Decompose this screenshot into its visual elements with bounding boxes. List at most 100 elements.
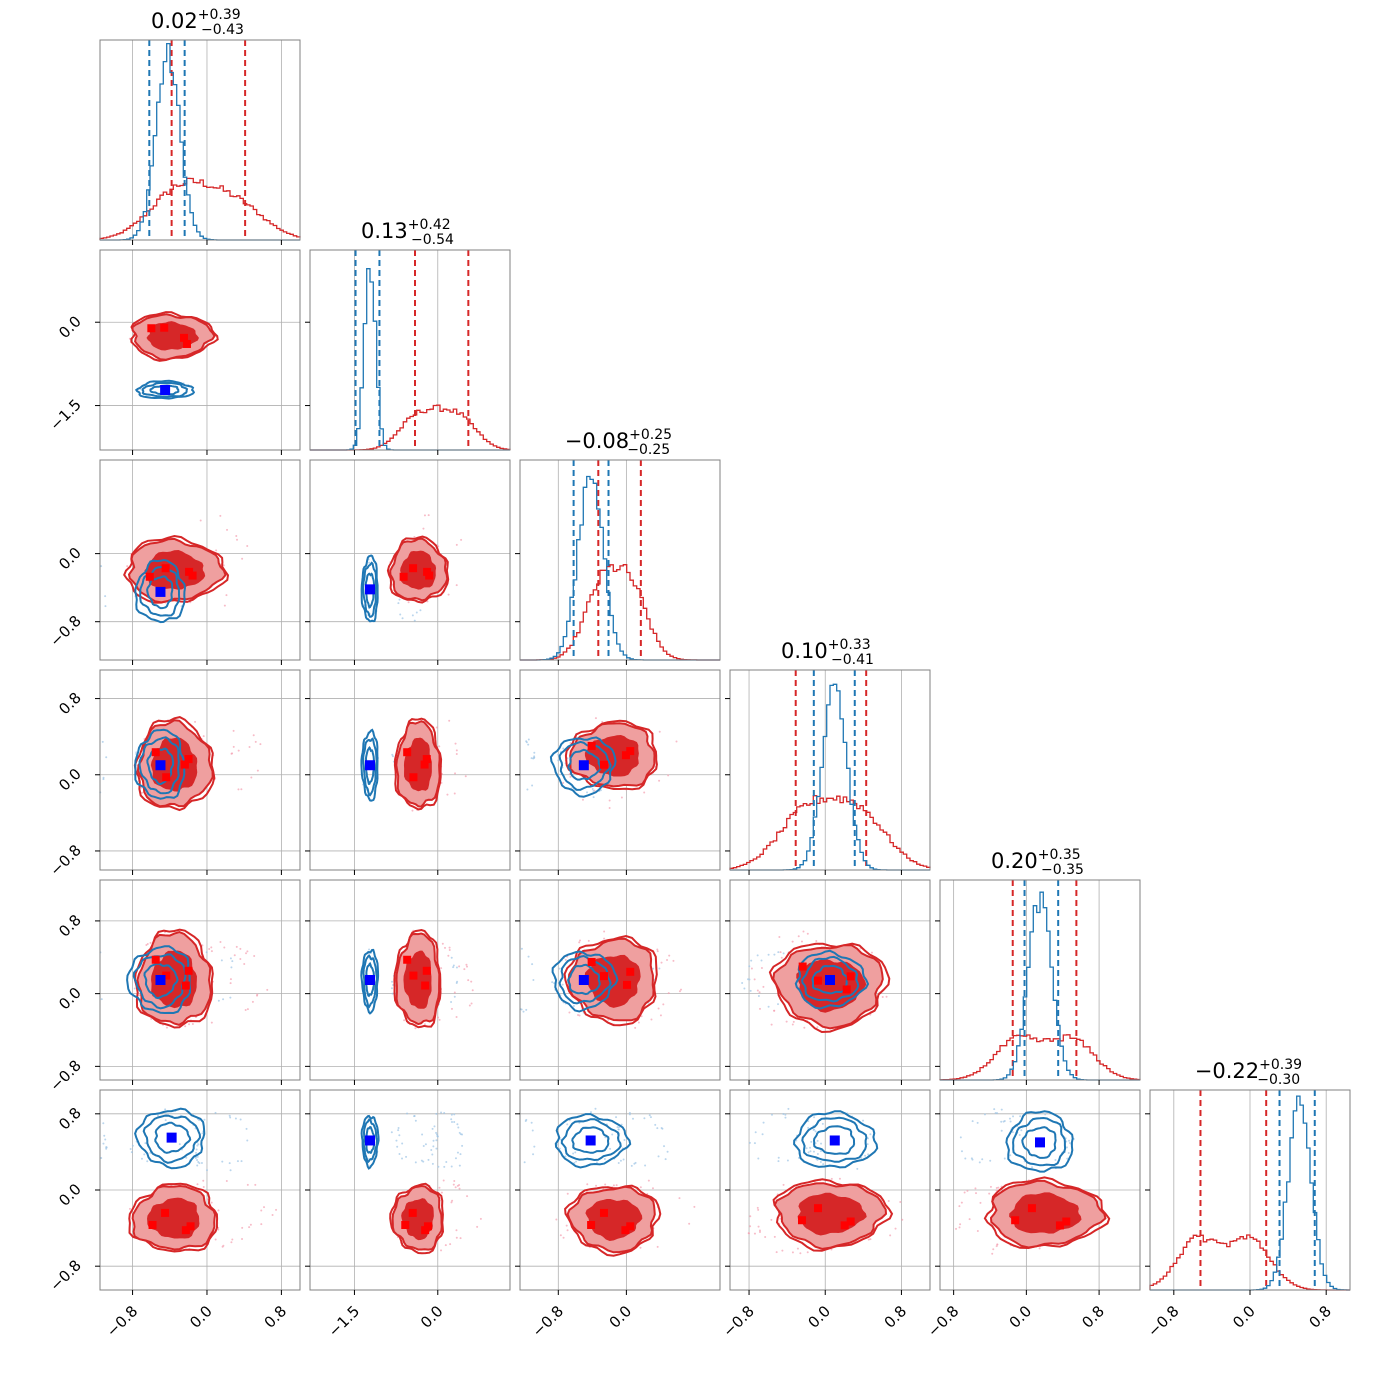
- red-peak-marker: [842, 985, 851, 994]
- scatter-point: [260, 1223, 263, 1226]
- red-peak-marker: [147, 324, 156, 333]
- scatter-point: [459, 1153, 462, 1156]
- contour-blue: [134, 558, 187, 624]
- scatter-point: [533, 1145, 536, 1148]
- title-plus: +0.42: [408, 217, 451, 233]
- scatter-point: [867, 1238, 870, 1241]
- scatter-point: [654, 1123, 657, 1126]
- scatter-point: [426, 600, 429, 603]
- contour-blue: [793, 1110, 879, 1169]
- scatter-point: [525, 1118, 528, 1121]
- scatter-point: [248, 746, 251, 749]
- scatter-point: [791, 1251, 794, 1254]
- scatter-point: [467, 979, 470, 982]
- scatter-point: [453, 1113, 456, 1116]
- scatter-point: [993, 1108, 996, 1111]
- blue-peak-marker: [829, 1135, 840, 1146]
- scatter-point: [251, 1000, 254, 1003]
- tick-label-x: 0.0: [417, 1302, 447, 1332]
- scatter-point: [963, 1191, 966, 1194]
- scatter-point: [460, 538, 463, 541]
- contour-red-outer: [128, 1182, 219, 1253]
- scatter-point: [662, 1003, 665, 1006]
- scatter-point: [457, 1126, 460, 1129]
- scatter-point: [455, 1236, 458, 1239]
- scatter-point: [219, 514, 222, 517]
- scatter-point: [271, 1214, 274, 1217]
- title-median: 0.20: [991, 849, 1038, 873]
- scatter-point: [565, 1224, 568, 1227]
- scatter-point: [1000, 1129, 1003, 1132]
- scatter-point: [869, 1133, 872, 1136]
- contour-red-outer: [393, 717, 443, 811]
- red-peak-marker: [162, 773, 171, 782]
- scatter-point: [815, 939, 818, 942]
- scatter-point: [1000, 1108, 1003, 1111]
- scatter-point: [442, 1179, 445, 1182]
- scatter-point: [572, 1152, 575, 1155]
- scatter-point: [449, 1243, 452, 1246]
- scatter-point: [1018, 1134, 1021, 1137]
- scatter-point: [887, 1199, 890, 1202]
- scatter-point: [532, 1153, 535, 1156]
- red-peak-marker: [626, 1222, 635, 1231]
- histogram-red: [310, 404, 511, 451]
- scatter-point: [559, 1234, 562, 1237]
- scatter-point: [796, 1247, 799, 1250]
- scatter-point: [830, 1248, 833, 1251]
- red-peak-marker: [408, 1208, 417, 1217]
- scatter-point: [455, 753, 458, 756]
- scatter-point: [432, 1139, 435, 1142]
- scatter-point: [678, 1197, 681, 1200]
- red-peak-marker: [148, 1221, 157, 1229]
- scatter-point: [232, 729, 235, 732]
- red-peak-marker: [626, 967, 635, 976]
- scatter-point: [586, 1183, 589, 1186]
- scatter-point: [688, 1222, 691, 1225]
- scatter-point: [241, 1226, 244, 1229]
- contour-blue: [360, 728, 379, 802]
- scatter-point: [1066, 1157, 1069, 1160]
- scatter-point: [246, 950, 249, 953]
- scatter-point: [399, 613, 402, 616]
- scatter-point: [210, 950, 213, 953]
- scatter-point: [767, 1005, 770, 1008]
- scatter-point: [578, 941, 581, 944]
- tick-label-x: 0.0: [1006, 1302, 1036, 1332]
- scatter-point: [747, 1232, 750, 1235]
- panel-title: −0.08+0.25 −0.25: [565, 427, 672, 458]
- scatter-point: [651, 1187, 654, 1190]
- scatter-point: [184, 1025, 187, 1028]
- contour-blue: [154, 1121, 192, 1154]
- scatter-point: [773, 953, 776, 956]
- blue-peak-marker: [365, 975, 375, 985]
- tick-label-y: 0.0: [55, 1180, 85, 1210]
- scatter-point: [435, 1131, 438, 1134]
- scatter-point: [401, 1157, 404, 1160]
- scatter-point: [256, 769, 259, 772]
- scatter-point: [779, 1217, 782, 1220]
- scatter-point: [869, 1238, 872, 1241]
- scatter-point: [149, 941, 152, 944]
- red-peak-marker: [409, 564, 418, 573]
- scatter-point: [532, 978, 535, 981]
- scatter-point: [566, 1123, 569, 1126]
- scatter-point: [530, 1121, 533, 1124]
- scatter-point: [979, 1201, 982, 1204]
- scatter-point: [643, 1117, 646, 1120]
- scatter-point: [797, 935, 800, 938]
- scatter-point: [592, 796, 595, 799]
- contour-blue: [801, 955, 860, 1003]
- scatter-point: [960, 1150, 963, 1153]
- scatter-point: [455, 543, 458, 546]
- panel-frame: [99, 459, 301, 661]
- scatter-point: [446, 793, 449, 796]
- scatter-point: [433, 1125, 436, 1128]
- scatter-point: [229, 982, 232, 985]
- panel-3-2: [515, 669, 721, 875]
- scatter-point: [531, 963, 534, 966]
- scatter-point: [401, 1142, 404, 1145]
- scatter-point: [617, 1128, 620, 1131]
- scatter-point: [448, 949, 451, 952]
- scatter-point: [760, 966, 763, 969]
